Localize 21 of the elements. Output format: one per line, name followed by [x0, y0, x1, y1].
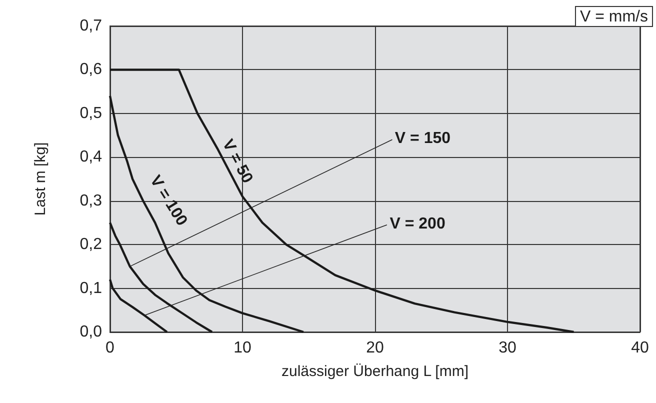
x-tick-label: 0: [106, 340, 115, 356]
x-tick-label: 40: [631, 340, 649, 356]
x-tick-label: 30: [498, 340, 516, 356]
y-tick-label: 0,4: [80, 148, 102, 166]
y-tick-label: 0,2: [80, 236, 102, 254]
text: V = 100: [146, 172, 190, 230]
y-tick-label: 0,7: [80, 18, 102, 34]
text: V = 200: [390, 215, 446, 232]
x-axis-title: zulässiger Überhang L [mm]: [281, 363, 469, 380]
y-tick-label: 0,1: [80, 280, 102, 297]
y-tick-label: 0,5: [80, 104, 102, 122]
line-series: [108, 68, 575, 334]
y-axis-title: Last m [kg]: [32, 142, 49, 216]
x-tick-label: 20: [366, 340, 384, 356]
text: V = 150: [394, 130, 451, 147]
text: V = mm/s: [580, 8, 648, 26]
x-tick-label: 10: [234, 340, 252, 356]
y-tick-label: 0,3: [80, 192, 102, 210]
y-tick-label: 0,0: [80, 324, 102, 340]
text: V = 50: [218, 136, 256, 186]
y-tick-label: 0,6: [80, 61, 102, 78]
